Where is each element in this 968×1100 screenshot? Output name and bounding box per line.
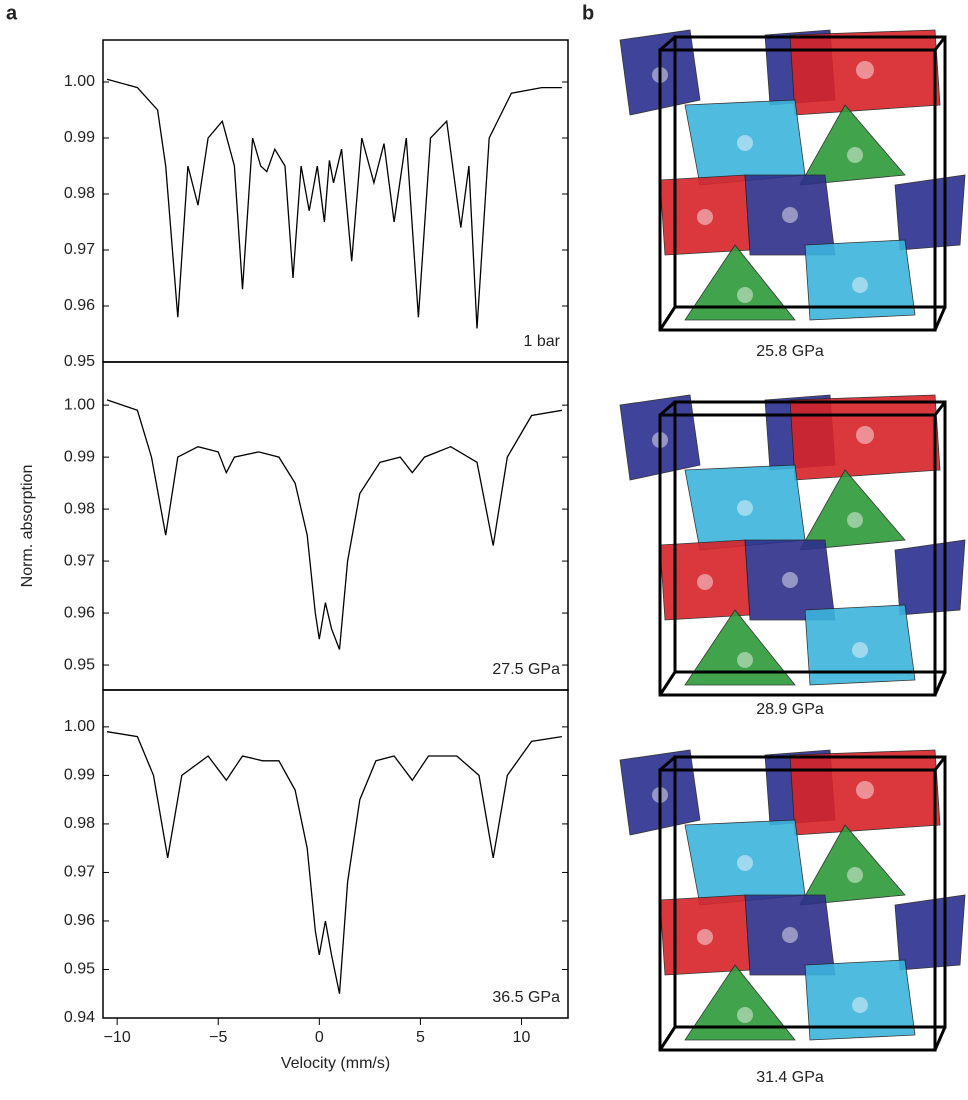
- structure-caption: 31.4 GPa: [756, 1069, 824, 1086]
- y-tick-label: 1.00: [64, 73, 95, 90]
- plot-frame: [102, 689, 569, 1019]
- y-tick-label: 0.98: [64, 500, 95, 517]
- panel-annotation: 1 bar: [524, 333, 561, 350]
- y-tick-label: 0.97: [64, 241, 95, 258]
- x-tick-label: −5: [209, 1029, 227, 1046]
- plot-frame: [102, 39, 569, 363]
- structure-caption: 28.9 GPa: [756, 701, 824, 718]
- y-tick-label: 0.96: [64, 912, 95, 929]
- y-tick-label: 0.96: [64, 297, 95, 314]
- y-tick-label: 0.94: [64, 1009, 95, 1026]
- panel-annotation: 36.5 GPa: [492, 989, 560, 1006]
- y-tick-label: 0.95: [64, 656, 95, 673]
- panel-label: a: [6, 2, 18, 24]
- structure-image: [618, 393, 967, 697]
- x-tick-label: 10: [513, 1029, 531, 1046]
- y-tick-label: 0.98: [64, 185, 95, 202]
- fit-line: [106, 731, 563, 994]
- x-axis-label: Velocity (mm/s): [281, 1055, 390, 1072]
- x-tick-label: 5: [416, 1029, 425, 1046]
- y-tick-label: 0.99: [64, 129, 95, 146]
- panel-annotation: 27.5 GPa: [492, 661, 560, 678]
- structure-caption: 25.8 GPa: [756, 343, 824, 360]
- structure-image: [618, 28, 967, 332]
- y-tick-label: 0.95: [64, 961, 95, 978]
- y-tick-label: 0.95: [64, 353, 95, 370]
- panel-label: b: [582, 2, 594, 24]
- x-tick-label: 0: [315, 1029, 324, 1046]
- y-tick-label: 0.98: [64, 815, 95, 832]
- structure-image: [618, 748, 967, 1052]
- y-tick-label: 0.97: [64, 864, 95, 881]
- fit-line: [106, 399, 563, 650]
- y-tick-label: 0.99: [64, 448, 95, 465]
- y-axis-label: Norm. absorption: [19, 465, 36, 588]
- y-tick-label: 1.00: [64, 396, 95, 413]
- x-tick-label: −10: [104, 1029, 131, 1046]
- y-tick-label: 1.00: [64, 718, 95, 735]
- fit-line: [106, 78, 562, 329]
- y-tick-label: 0.99: [64, 767, 95, 784]
- y-tick-label: 0.97: [64, 552, 95, 569]
- y-tick-label: 0.96: [64, 604, 95, 621]
